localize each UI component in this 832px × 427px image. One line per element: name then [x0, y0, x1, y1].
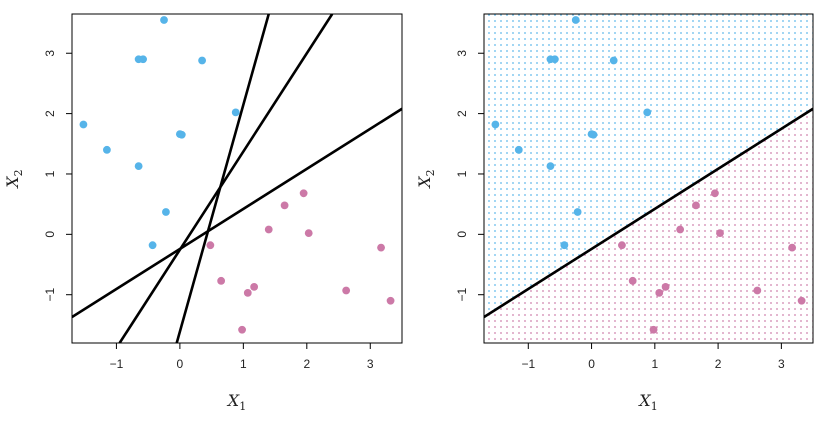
purple-point	[264, 225, 273, 234]
y-tick-label: 3	[43, 50, 57, 57]
x-tick-label: 1	[240, 357, 247, 371]
x-tick-label: 2	[715, 357, 722, 371]
y-tick-label: 0	[455, 231, 469, 238]
purple-point	[377, 243, 385, 252]
x-axis-label: X1	[637, 391, 657, 413]
purple-point	[342, 286, 351, 295]
purple-point	[711, 189, 719, 198]
purple-point	[788, 243, 797, 252]
x-axis-label: X1	[226, 391, 246, 413]
x-tick-label: 0	[588, 357, 595, 371]
purple-point	[655, 288, 664, 297]
purple-point	[206, 241, 215, 250]
blue-point	[160, 16, 168, 24]
purple-point	[299, 189, 308, 198]
purple-point	[649, 325, 658, 334]
y-tick-label: 2	[43, 110, 57, 117]
purple-point	[676, 225, 685, 234]
x-tick-label: 2	[303, 357, 310, 371]
x-tick-label: 0	[177, 357, 184, 371]
y-tick-label: −1	[455, 288, 469, 302]
purple-point	[628, 276, 637, 285]
x-tick-label: −1	[521, 357, 535, 371]
blue-point	[103, 145, 111, 154]
y-axis-label: X2	[3, 169, 25, 189]
blue-region	[484, 14, 813, 318]
blue-point	[560, 241, 569, 250]
purple-point	[217, 276, 226, 285]
purple-point	[797, 296, 806, 305]
blue-point	[162, 208, 170, 216]
plot-frame	[483, 13, 814, 344]
blue-point	[546, 162, 555, 171]
purple-point	[250, 282, 259, 291]
x-tick-label: −1	[110, 357, 124, 371]
separating-line-3	[175, 14, 270, 343]
purple-point	[661, 282, 670, 291]
purple-point	[304, 229, 313, 238]
purple-point	[238, 325, 246, 334]
x-tick-label: 3	[778, 357, 785, 371]
blue-point	[134, 162, 143, 171]
purple-point	[386, 296, 395, 305]
purple-point	[280, 201, 289, 210]
purple-point	[753, 286, 762, 295]
y-tick-label: 1	[43, 170, 57, 177]
blue-point	[491, 120, 500, 129]
blue-point	[139, 55, 147, 64]
blue-point	[571, 16, 580, 24]
purple-point	[716, 229, 724, 238]
y-tick-label: 1	[455, 170, 469, 177]
purple-point	[692, 201, 700, 210]
purple-point	[618, 241, 626, 250]
blue-point	[231, 108, 240, 117]
y-tick-label: 0	[43, 231, 57, 238]
y-axis-label: X2	[415, 169, 437, 189]
blue-point	[550, 55, 559, 64]
left-panel: −1 0 1 2 3 −1 0 1 2 3 X1 X2	[3, 13, 403, 413]
separating-line-1	[484, 107, 813, 319]
blue-point	[589, 130, 598, 139]
x-tick-label: 3	[367, 357, 374, 371]
separating-line-1	[72, 107, 402, 319]
blue-point	[643, 108, 652, 117]
purple-region	[484, 108, 813, 343]
separating-line-2	[118, 14, 334, 343]
blue-point	[573, 208, 582, 216]
right-panel: −1 0 1 2 3 −1 0 1 2 3 X1 X2	[415, 13, 814, 413]
blue-point	[198, 56, 206, 65]
y-tick-label: 3	[455, 50, 469, 57]
blue-point	[148, 241, 157, 250]
blue-point	[177, 130, 186, 139]
y-tick-label: −1	[43, 288, 57, 302]
x-tick-label: 1	[651, 357, 658, 371]
blue-point	[79, 120, 88, 129]
blue-point	[514, 145, 523, 154]
plot-frame	[71, 13, 403, 344]
purple-point	[243, 288, 252, 297]
blue-point	[609, 56, 618, 65]
y-tick-label: 2	[455, 110, 469, 117]
